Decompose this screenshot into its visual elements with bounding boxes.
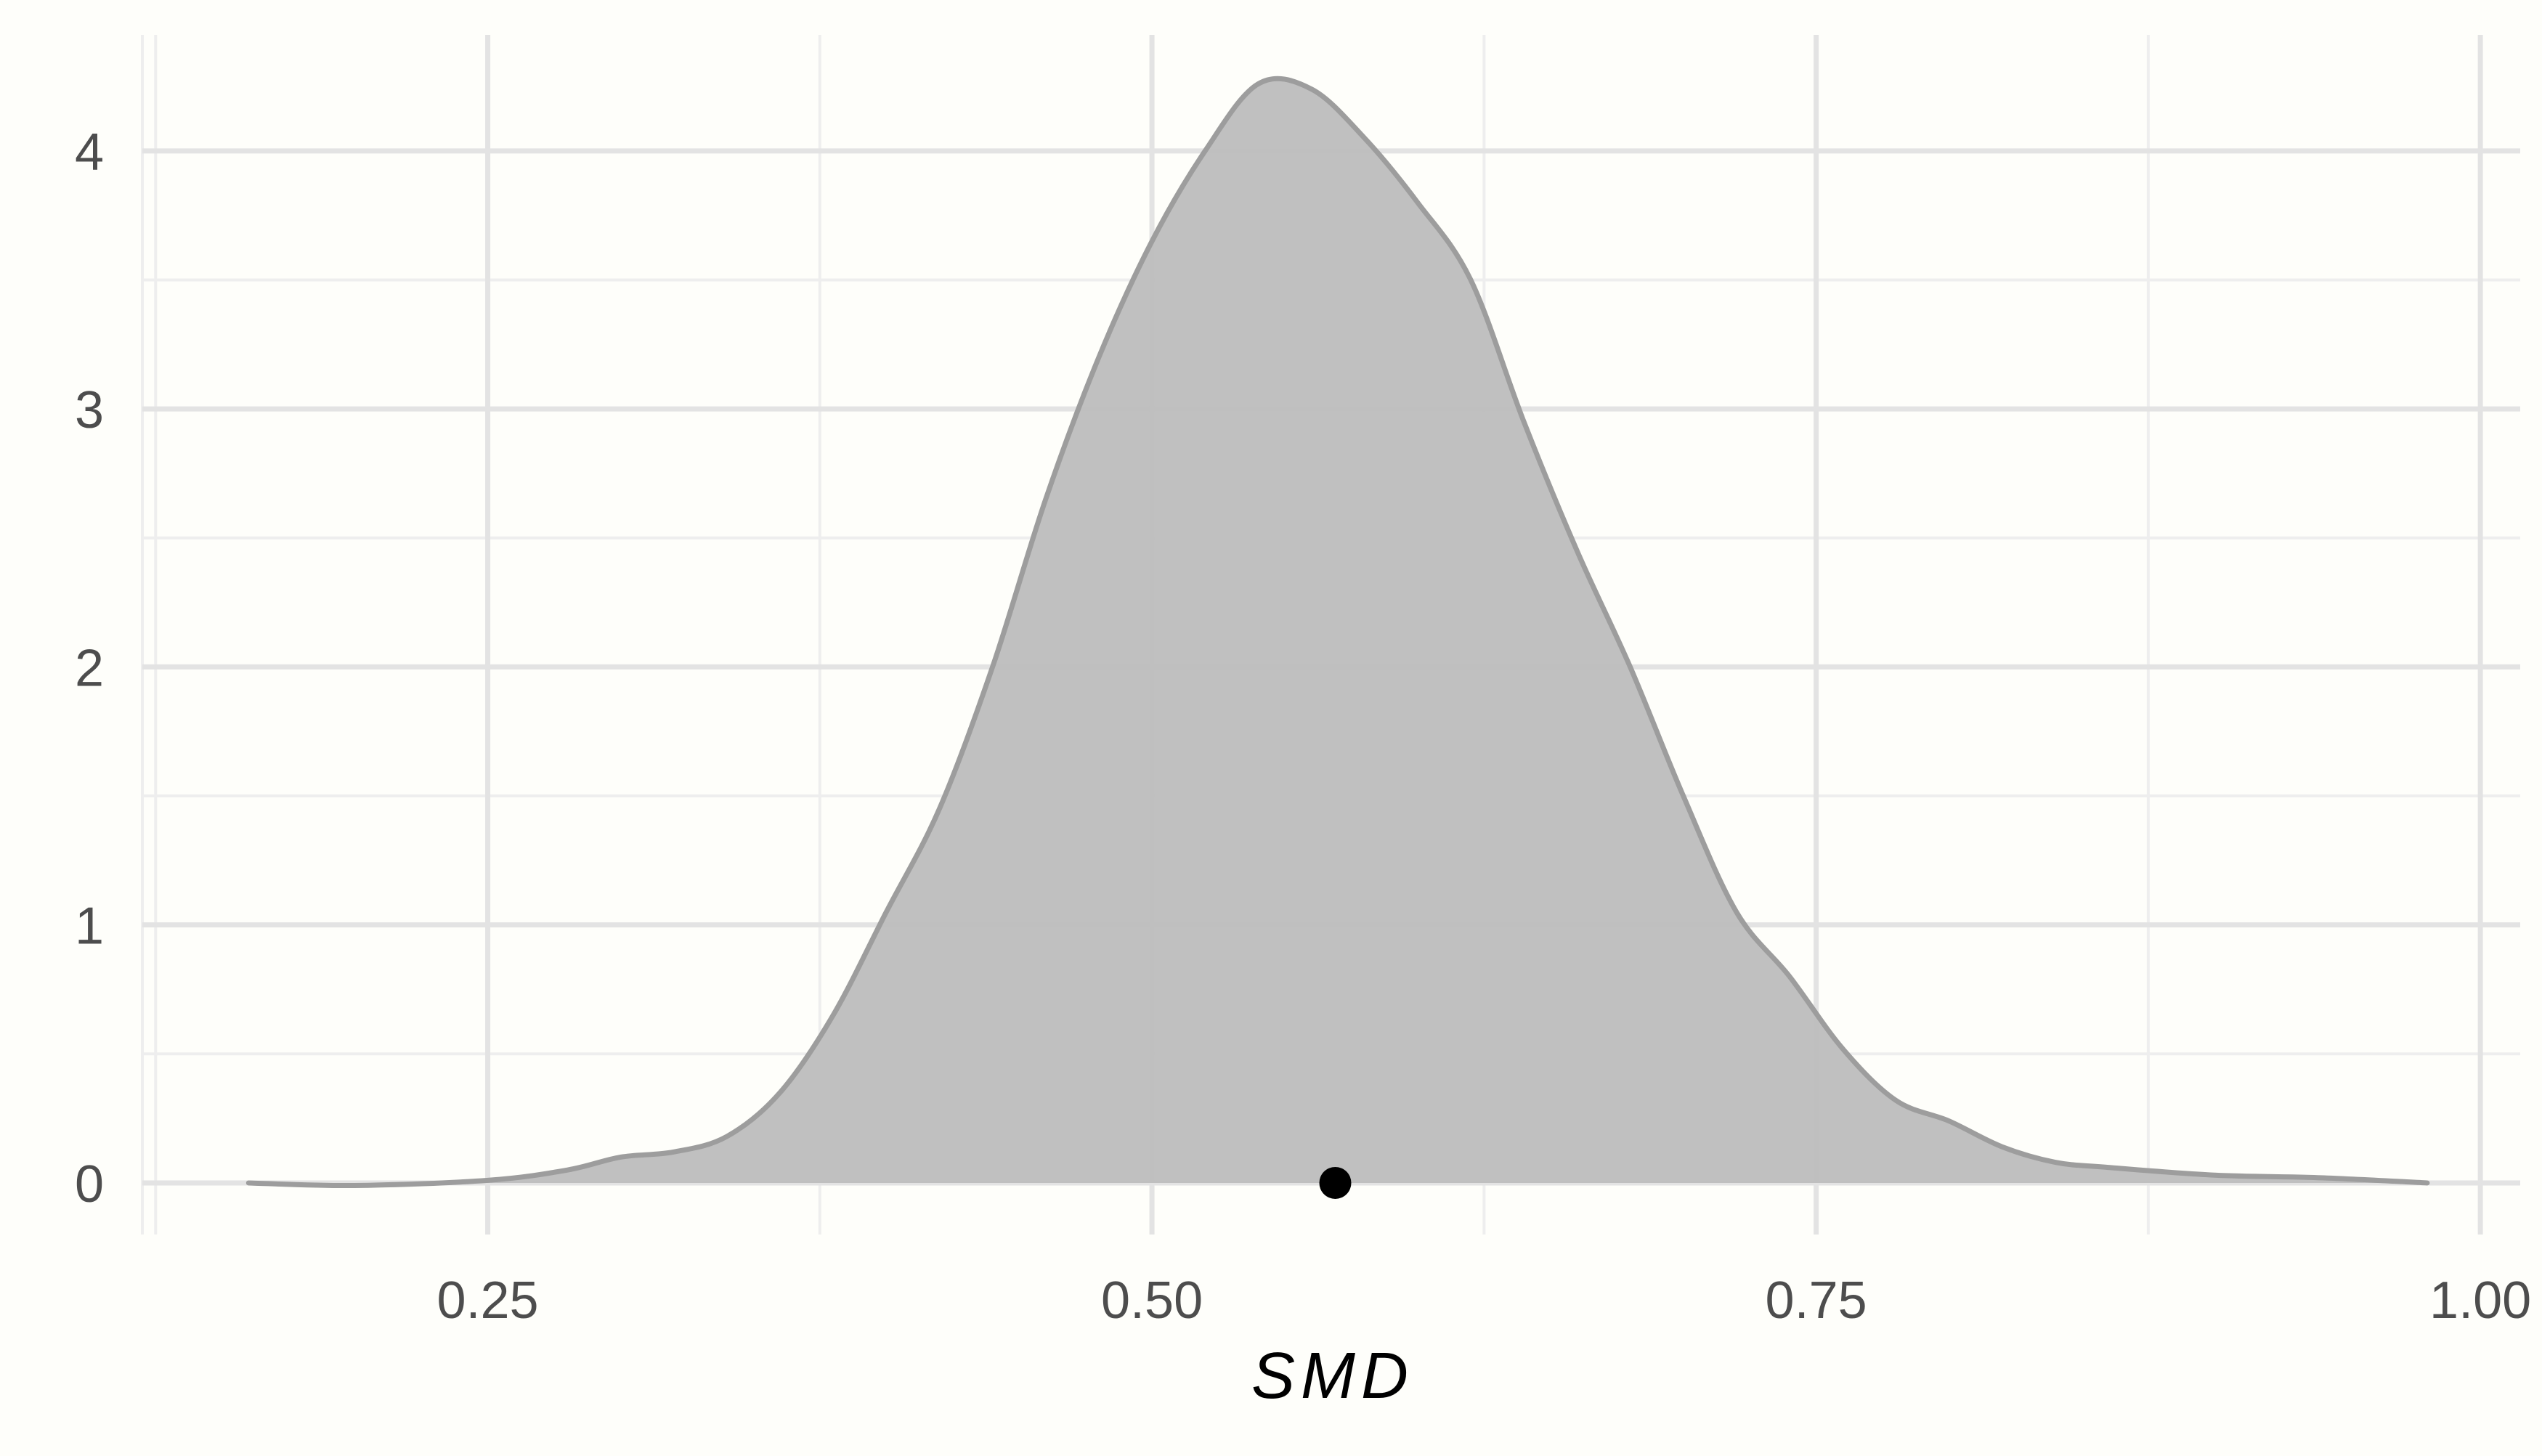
y-tick-label: 0: [75, 1155, 104, 1213]
x-tick-label: 0.25: [436, 1272, 538, 1330]
y-tick-label: 4: [75, 123, 104, 182]
y-tick-labels: 0 1 2 3 4: [75, 123, 104, 1213]
density-line: [245, 76, 2430, 1189]
x-axis-title: SMD: [1251, 1340, 1414, 1412]
y-tick-label: 3: [75, 381, 104, 439]
y-tick-label: 1: [75, 898, 104, 956]
point-layer: [1319, 1166, 1352, 1199]
x-tick-labels: 0.25 0.50 0.75 1.00: [436, 1272, 2531, 1330]
x-tick-label: 0.50: [1101, 1272, 1203, 1330]
y-tick-label: 2: [75, 639, 104, 697]
density-layer: [245, 76, 2430, 1189]
point-estimate-marker: [1319, 1166, 1352, 1199]
x-tick-label: 1.00: [2429, 1272, 2531, 1330]
x-tick-label: 0.75: [1766, 1272, 1867, 1330]
density-area: [248, 78, 2427, 1186]
